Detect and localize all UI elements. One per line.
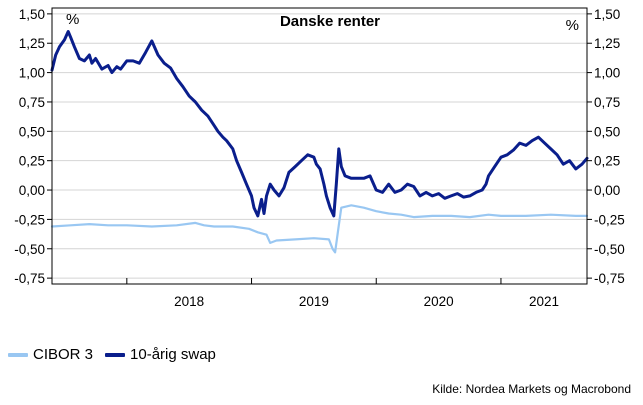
y-tick-label-right: -0,50: [594, 242, 625, 257]
legend-swatch-swap10: [105, 352, 126, 357]
y-tick-label-left: 1,00: [19, 66, 45, 81]
y-tick-label-left: -0,75: [14, 271, 45, 286]
x-axis: 2018 2019 2020 2021: [126, 278, 559, 309]
y-tick-label-right: 1,25: [594, 36, 620, 51]
x-tick-label: 2019: [299, 294, 329, 309]
y-tick-label-right: 0,25: [594, 154, 620, 169]
unit-label-left: %: [66, 11, 79, 28]
unit-label-right: %: [566, 17, 579, 34]
legend-item-swap10: 10-årig swap: [105, 346, 216, 363]
y-tick-label-right: 1,50: [594, 7, 620, 22]
y-tick-label-right: 0,50: [594, 124, 620, 139]
y-tick-label-right: -0,25: [594, 212, 625, 227]
legend-label-cibor3: CIBOR 3: [33, 346, 94, 363]
legend: CIBOR 3 10-årig swap: [8, 346, 228, 363]
y-tick-label-left: 0,50: [19, 124, 45, 139]
y-tick-label-right: 1,00: [594, 66, 620, 81]
source-note: Kilde: Nordea Markets og Macrobond: [432, 382, 631, 396]
y-axis-right: 1,50 1,25 1,00 0,75 0,50 0,25 0,00 -0,25 -0,50 -0…: [587, 7, 625, 286]
series-line-cibor3: [50, 204, 589, 254]
x-tick-label: 2021: [529, 294, 559, 309]
y-tick-label-right: 0,00: [594, 183, 620, 198]
series-layer: [50, 30, 589, 254]
grid-lines: [52, 13, 587, 279]
plot-frame: [51, 7, 588, 285]
legend-item-cibor3: CIBOR 3: [8, 346, 93, 363]
y-tick-label-left: 0,75: [19, 95, 45, 110]
series-line-swap10: [50, 30, 589, 218]
y-tick-label-left: -0,25: [14, 212, 45, 227]
y-tick-label-left: 1,25: [19, 36, 45, 51]
chart-title: Danske renter: [280, 13, 380, 30]
legend-label-swap10: 10-årig swap: [130, 346, 216, 363]
y-tick-label-right: -0,75: [594, 271, 625, 286]
x-tick-label: 2018: [174, 294, 204, 309]
y-tick-label-left: -0,50: [14, 242, 45, 257]
legend-swatch-cibor3: [8, 352, 28, 357]
y-tick-label-left: 1,50: [19, 7, 45, 22]
y-tick-label-left: 0,25: [19, 154, 45, 169]
y-tick-label-right: 0,75: [594, 95, 620, 110]
y-tick-label-left: 0,00: [19, 183, 45, 198]
y-axis-left: 1,50 1,25 1,00 0,75 0,50 0,25 0,00 -0,25 -0,50 -0…: [14, 7, 52, 286]
x-tick-label: 2020: [424, 294, 454, 309]
